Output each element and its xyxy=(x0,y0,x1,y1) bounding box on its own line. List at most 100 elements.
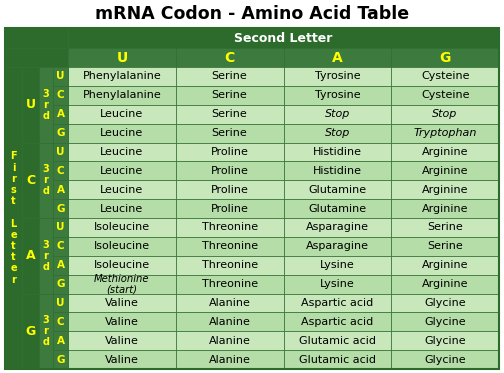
Bar xyxy=(283,331,391,350)
Text: A: A xyxy=(332,50,343,65)
Text: Arginine: Arginine xyxy=(422,147,468,157)
Bar xyxy=(68,275,176,294)
Bar xyxy=(283,218,391,237)
Bar xyxy=(391,256,499,275)
Bar xyxy=(39,294,53,369)
Bar xyxy=(53,67,68,86)
Bar xyxy=(68,123,176,142)
Text: Cysteine: Cysteine xyxy=(421,90,469,100)
Text: Histidine: Histidine xyxy=(313,147,362,157)
Text: Proline: Proline xyxy=(211,147,248,157)
Bar xyxy=(283,294,391,312)
Bar xyxy=(68,180,176,199)
Bar xyxy=(53,237,68,256)
Text: Methionine
(start): Methionine (start) xyxy=(94,274,150,294)
Text: Tyrosine: Tyrosine xyxy=(314,90,360,100)
Bar xyxy=(68,256,176,275)
Bar xyxy=(283,275,391,294)
Text: G: G xyxy=(56,128,65,138)
Text: A: A xyxy=(56,185,65,195)
Text: U: U xyxy=(56,147,65,157)
Text: Lysine: Lysine xyxy=(320,260,355,270)
Bar xyxy=(391,105,499,123)
Bar xyxy=(391,142,499,162)
Text: A: A xyxy=(56,109,65,119)
Text: Glycine: Glycine xyxy=(424,355,466,364)
Bar xyxy=(53,294,68,312)
Bar xyxy=(53,312,68,331)
Bar xyxy=(391,67,499,86)
Bar xyxy=(391,162,499,180)
Bar xyxy=(176,294,283,312)
Bar xyxy=(53,331,68,350)
Bar xyxy=(176,105,283,123)
Text: mRNA Codon - Amino Acid Table: mRNA Codon - Amino Acid Table xyxy=(95,5,409,23)
Text: Threonine: Threonine xyxy=(202,260,258,270)
Bar xyxy=(176,312,283,331)
Text: C: C xyxy=(56,166,65,176)
Text: Isoleucine: Isoleucine xyxy=(94,222,150,232)
Bar xyxy=(176,142,283,162)
Bar xyxy=(176,350,283,369)
Text: Leucine: Leucine xyxy=(100,128,144,138)
Bar xyxy=(176,199,283,218)
Bar xyxy=(68,48,176,67)
Text: G: G xyxy=(439,50,451,65)
Text: Leucine: Leucine xyxy=(100,204,144,214)
Text: Isoleucine: Isoleucine xyxy=(94,260,150,270)
Bar xyxy=(391,86,499,105)
Bar xyxy=(283,162,391,180)
Text: Glycine: Glycine xyxy=(424,336,466,346)
Bar xyxy=(391,237,499,256)
Text: C: C xyxy=(56,317,65,327)
Text: C: C xyxy=(56,90,65,100)
Text: Cysteine: Cysteine xyxy=(421,72,469,81)
Text: Threonine: Threonine xyxy=(202,222,258,232)
Text: Serine: Serine xyxy=(427,222,463,232)
Bar xyxy=(176,218,283,237)
Text: F
i
r
s
t
 
L
e
t
t
e
r: F i r s t L e t t e r xyxy=(10,151,17,285)
Bar xyxy=(391,312,499,331)
Bar xyxy=(391,123,499,142)
Bar xyxy=(283,312,391,331)
Text: G: G xyxy=(56,355,65,364)
Bar xyxy=(283,86,391,105)
Text: Leucine: Leucine xyxy=(100,166,144,176)
Bar xyxy=(283,350,391,369)
Text: Glycine: Glycine xyxy=(424,317,466,327)
Text: Valine: Valine xyxy=(105,298,139,308)
Bar xyxy=(283,199,391,218)
Text: Leucine: Leucine xyxy=(100,109,144,119)
Text: Aspartic acid: Aspartic acid xyxy=(301,317,373,327)
Bar xyxy=(176,237,283,256)
Text: Stop: Stop xyxy=(325,109,350,119)
Bar xyxy=(5,28,68,48)
Bar xyxy=(68,312,176,331)
Text: Serine: Serine xyxy=(212,72,247,81)
Bar xyxy=(68,350,176,369)
Text: Second Letter: Second Letter xyxy=(234,31,333,44)
Text: 3
r
d: 3 r d xyxy=(42,315,49,348)
Text: U: U xyxy=(116,50,128,65)
Text: Asparagine: Asparagine xyxy=(306,222,369,232)
Text: G: G xyxy=(56,204,65,214)
Bar xyxy=(68,294,176,312)
Text: Arginine: Arginine xyxy=(422,185,468,195)
Text: U: U xyxy=(56,222,65,232)
Text: Glutamine: Glutamine xyxy=(308,185,366,195)
Bar xyxy=(176,48,283,67)
Text: A: A xyxy=(26,249,35,262)
Text: Proline: Proline xyxy=(211,204,248,214)
Bar xyxy=(283,180,391,199)
Bar xyxy=(53,105,68,123)
Text: Leucine: Leucine xyxy=(100,185,144,195)
Bar xyxy=(5,48,68,67)
Text: A: A xyxy=(56,260,65,270)
Bar xyxy=(283,256,391,275)
Bar xyxy=(176,256,283,275)
Bar xyxy=(53,350,68,369)
Text: Histidine: Histidine xyxy=(313,166,362,176)
Bar xyxy=(391,180,499,199)
Bar xyxy=(391,199,499,218)
Bar xyxy=(283,123,391,142)
